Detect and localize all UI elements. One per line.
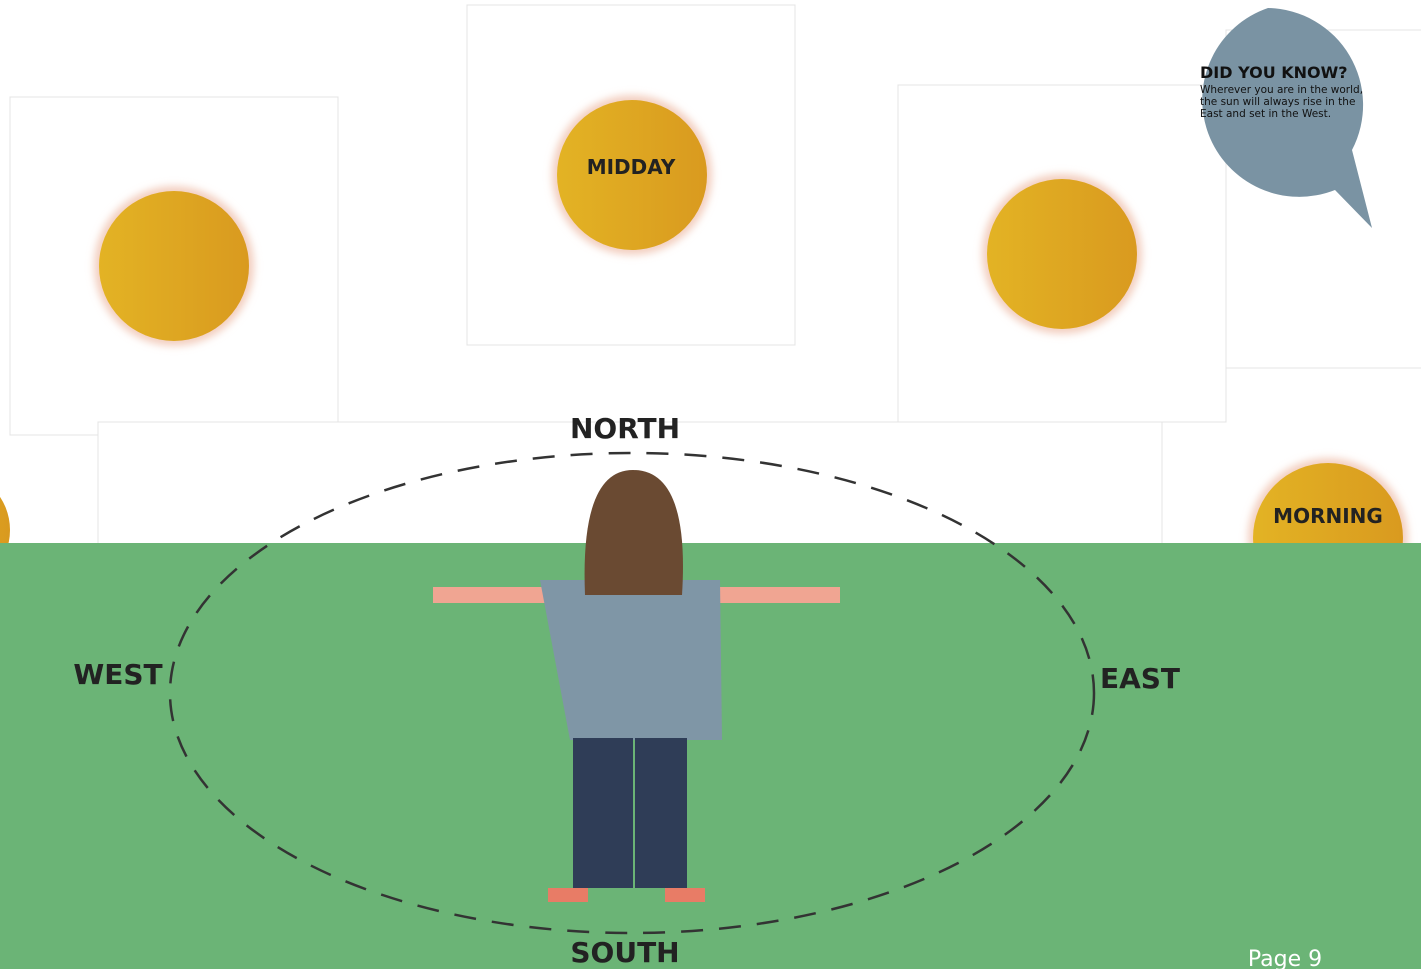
girl — [433, 470, 840, 902]
callout-text: Wherever you are in the world, the sun w… — [1200, 84, 1364, 120]
direction-label: NORTH — [570, 412, 680, 445]
compass-ring — [168, 451, 1096, 935]
callout-title: DID YOU KNOW? — [1200, 63, 1348, 82]
sun-label: MORNING — [1273, 504, 1383, 528]
callout-box: Wherever you are in the world, the sun w… — [1200, 84, 1364, 120]
speech-bubble — [1202, 8, 1372, 228]
sun-label: MIDDAY — [587, 155, 676, 179]
direction-label: EAST — [1100, 662, 1180, 695]
suns — [0, 95, 1408, 618]
page-number: Page 9 — [1248, 947, 1322, 969]
direction-label: SOUTH — [570, 936, 679, 969]
direction-label: WEST — [73, 658, 162, 691]
